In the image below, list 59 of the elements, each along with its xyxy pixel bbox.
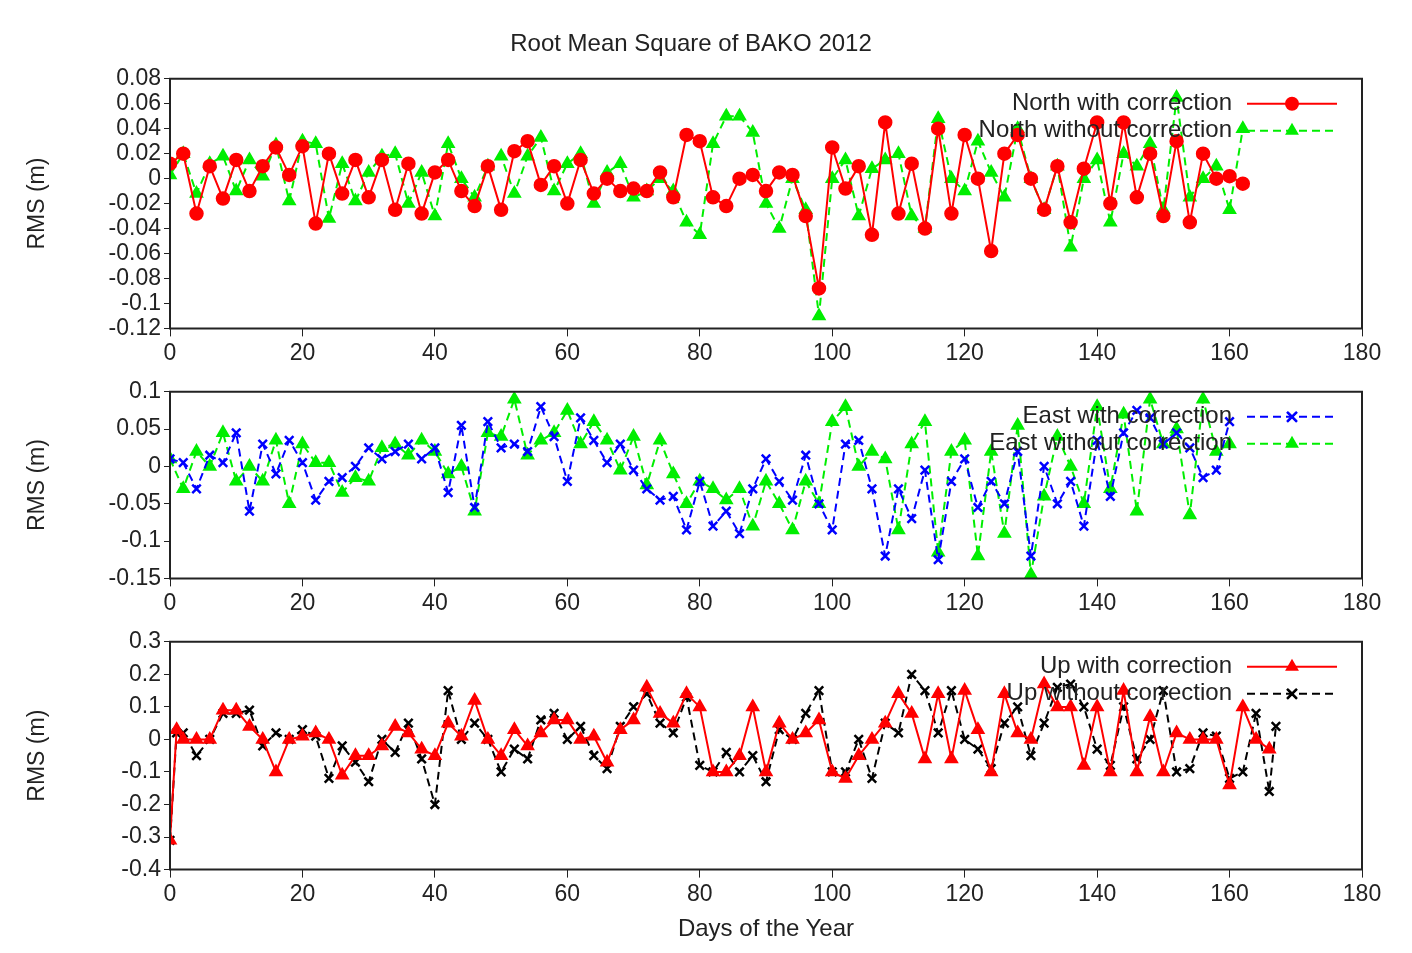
x-tick-label: 100	[813, 879, 852, 906]
x-tick-label: 80	[686, 588, 713, 615]
x-axis-title: Days of the Year	[677, 914, 855, 942]
y-tick-label: 0.2	[129, 659, 161, 686]
x-tick-label: 40	[422, 879, 448, 906]
y-tick-label: -0.02	[108, 188, 161, 215]
y-tick-label: 0.02	[116, 139, 161, 166]
y-tick-label: 0.3	[129, 627, 161, 654]
y-tick-label: 0.1	[129, 377, 161, 404]
x-tick-label: 40	[422, 588, 448, 615]
chart-title: Root Mean Square of BAKO 2012	[510, 29, 872, 57]
x-tick-label: 120	[945, 879, 984, 906]
y-tick-label: -0.3	[121, 822, 161, 849]
y-tick-label: 0	[148, 451, 161, 478]
x-tick-label: 140	[1077, 879, 1117, 906]
y-axis-title: RMS (m)	[23, 439, 50, 532]
x-tick-label: 160	[1210, 588, 1249, 615]
y-tick-label: -0.1	[121, 526, 161, 553]
x-tick-label: 180	[1342, 338, 1382, 365]
y-tick-label: -0.1	[121, 757, 161, 784]
x-tick-label: 100	[813, 588, 852, 615]
x-tick-label: 160	[1210, 338, 1249, 365]
x-tick-label: 160	[1210, 879, 1249, 906]
x-tick-label: 100	[813, 338, 852, 365]
y-tick-label: 0.06	[116, 89, 161, 116]
x-tick-label: 80	[686, 879, 713, 906]
x-tick-label: 40	[422, 338, 448, 365]
x-tick-label: 80	[686, 338, 713, 365]
y-tick-label: -0.12	[108, 313, 161, 340]
y-axis-title: RMS (m)	[23, 157, 50, 250]
y-axis-title: RMS (m)	[23, 709, 50, 802]
x-tick-label: 60	[554, 879, 581, 906]
y-tick-label: 0.04	[116, 114, 162, 141]
x-tick-label: 140	[1077, 338, 1117, 365]
legend-label: Up with correction	[1039, 651, 1232, 679]
y-tick-label: -0.15	[108, 563, 161, 590]
y-tick-label: 0	[148, 163, 161, 190]
x-tick-label: 60	[554, 588, 581, 615]
y-tick-label: 0.08	[116, 64, 161, 91]
x-tick-label: 120	[945, 588, 984, 615]
y-tick-label: 0.1	[129, 692, 161, 719]
x-tick-label: 180	[1342, 879, 1382, 906]
y-tick-label: -0.08	[108, 263, 161, 290]
y-tick-label: 0.05	[116, 414, 161, 441]
y-tick-label: -0.1	[121, 288, 161, 315]
x-tick-label: 60	[554, 338, 581, 365]
x-tick-label: 20	[289, 338, 316, 365]
y-tick-label: 0	[148, 724, 161, 751]
x-tick-label: 20	[289, 588, 316, 615]
x-tick-label: 140	[1077, 588, 1117, 615]
y-tick-label: -0.04	[108, 213, 162, 240]
x-tick-label: 180	[1342, 588, 1382, 615]
y-tick-label: -0.06	[108, 238, 161, 265]
y-tick-label: -0.05	[108, 489, 161, 516]
x-tick-label: 120	[945, 338, 984, 365]
y-tick-label: -0.4	[121, 854, 162, 881]
x-tick-label: 20	[289, 879, 316, 906]
y-tick-label: -0.2	[121, 789, 161, 816]
legend-label: North with correction	[1011, 88, 1232, 116]
